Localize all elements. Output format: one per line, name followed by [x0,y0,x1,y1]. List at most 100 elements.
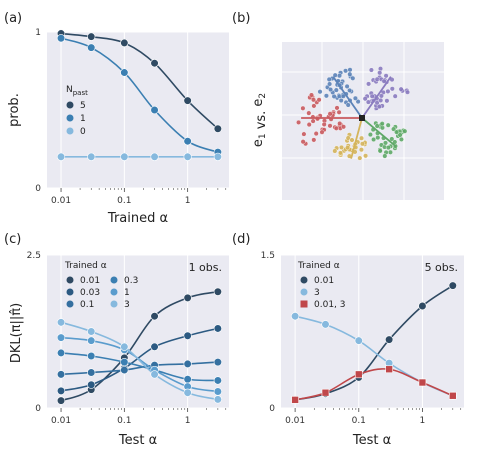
cluster-arm [361,117,397,147]
cluster-point [387,149,393,155]
cluster-point [377,148,383,154]
legend-marker-0 [66,127,74,135]
legend-c-label-0.01: 0.01 [80,276,100,286]
cluster-arm [332,76,363,119]
cluster-point [357,155,363,161]
x-tick-label: 1 [420,416,426,426]
cluster-point [306,110,312,116]
cluster-center [359,115,365,121]
panel-d-legend: Trained α 0.01 3 0.01, 3 [297,261,346,310]
cluster-point [385,122,391,128]
panel-a-ylabel: prob. [7,93,22,127]
data-point [183,359,192,369]
cluster-point [334,105,340,111]
cluster-point [385,88,391,94]
legend-c-marker-1 [110,288,118,296]
legend-c-marker-0.3 [110,276,118,284]
data-point [56,333,66,342]
y-tick-label: 0 [35,184,41,194]
legend-c-label-3: 3 [124,300,130,310]
data-point [291,312,300,321]
panel-label-a: (a) [4,11,22,26]
data-point [321,388,330,397]
cluster-point [300,105,306,111]
cluster-point [375,135,381,141]
legend-c-marker-0.01 [66,276,74,284]
cluster-point [360,141,366,147]
panel-c-xlabel: Test α [118,433,157,448]
data-point [56,348,66,358]
cluster-point [358,147,364,153]
legend-c-label-0.03: 0.03 [80,288,100,298]
data-point [213,376,222,385]
cluster-point [398,136,404,142]
cluster-point [383,140,389,146]
cluster-point [402,128,408,134]
cluster-point [337,73,343,79]
data-point [183,293,192,302]
legend-marker-5 [66,101,74,109]
data-point [354,370,363,379]
cluster-point [319,129,325,135]
panel-b-chart [282,42,444,200]
x-tick-label: 0.01 [285,416,305,426]
cluster-point [376,104,382,110]
legend-label-5: 5 [80,101,86,111]
cluster-point [391,126,397,132]
x-tick-label: 0.01 [51,416,71,426]
panel-label-d: (d) [232,232,250,247]
data-point [183,331,192,340]
cluster-point [311,137,317,143]
data-point [87,351,96,361]
data-point [120,358,129,367]
data-point [418,301,427,311]
cluster-point [368,67,374,73]
data-point [183,388,192,397]
cluster-point [344,83,350,89]
cluster-arm [350,117,363,159]
cluster-point [316,97,322,103]
data-point [448,391,457,400]
cluster-point [341,124,347,130]
y-tick-label: 1.5 [261,251,275,261]
legend-d-label-3: 3 [314,288,320,298]
cluster-point [379,121,385,127]
panel-d-chart: 0.01 0.1 1 0 1.5 [261,251,464,426]
cluster-point [327,81,333,87]
cluster-point [367,132,373,138]
x-tick-label: 0.1 [352,416,366,426]
cluster-point [394,129,400,135]
cluster-point [311,103,317,109]
cluster-point [311,97,317,103]
data-point [150,152,159,161]
data-point [150,342,159,351]
cluster-point [326,76,332,82]
data-point [120,68,129,77]
legend-c-marker-0.03 [66,288,74,296]
cluster-point [381,78,387,84]
panel-d-annotation: 5 obs. [425,261,458,274]
data-point [56,152,66,161]
cluster-point [333,125,339,131]
data-point [213,287,222,296]
x-tick-label: 0.01 [51,196,71,206]
cluster-point [300,139,306,145]
legend-d-marker-0.01-3 [300,300,308,308]
panel-c-legend: Trained α 0.01 0.03 0.1 0.3 1 3 [64,261,138,310]
legend-label-1: 1 [80,114,86,124]
cluster-point [338,150,344,156]
cluster-point [362,96,368,102]
cluster-point [296,119,302,125]
data-point [183,96,192,105]
cluster-point [338,97,344,103]
cluster-point [384,98,390,104]
data-point [120,152,129,161]
panel-c-legend-title: Trained α [64,261,107,271]
panel-c-chart: 0.01 0.1 1 0 2.5 [27,251,229,426]
cluster-point [327,123,333,129]
cluster-point [378,93,384,99]
cluster-point [339,144,345,150]
y-tick-label: 0 [269,404,275,414]
cluster-point [389,136,395,142]
